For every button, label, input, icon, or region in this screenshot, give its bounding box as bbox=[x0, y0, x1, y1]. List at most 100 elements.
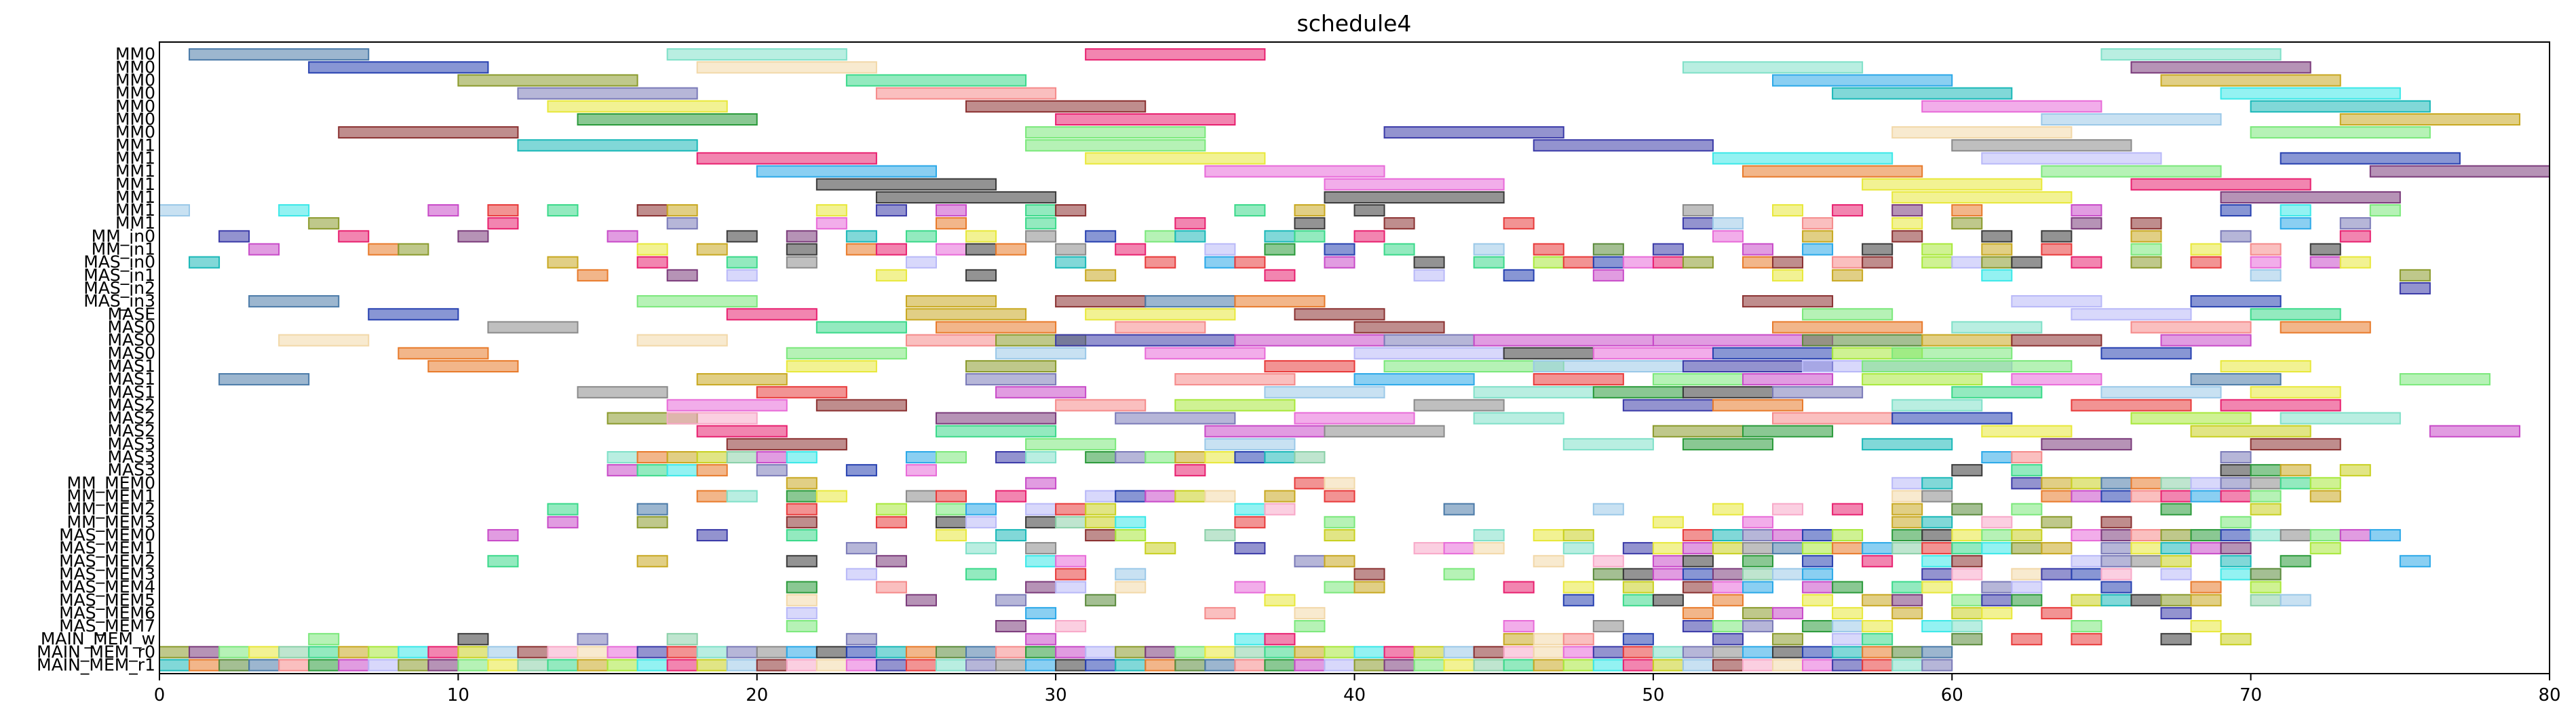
task-bar bbox=[786, 528, 818, 542]
task-bar bbox=[1951, 568, 1983, 581]
task-bar bbox=[2220, 87, 2401, 100]
task-bar bbox=[1772, 412, 1893, 425]
task-bar bbox=[398, 347, 489, 360]
row-label: MM1 bbox=[115, 174, 155, 194]
task-bar bbox=[2309, 542, 2341, 555]
task-bar bbox=[2100, 568, 2132, 581]
task-bar bbox=[457, 633, 489, 646]
task-bar bbox=[1951, 528, 1983, 542]
main-mem-block bbox=[815, 646, 847, 659]
row-label: MM0 bbox=[115, 57, 155, 77]
task-bar bbox=[1891, 412, 2013, 425]
task-bar bbox=[1473, 386, 1594, 399]
task-bar bbox=[1802, 581, 1834, 594]
task-bar bbox=[2041, 477, 2073, 490]
main-mem-block bbox=[427, 659, 459, 672]
task-bar bbox=[1622, 542, 1654, 555]
task-bar bbox=[1055, 516, 1087, 528]
main-mem-block bbox=[427, 646, 459, 659]
main-mem-block bbox=[1264, 646, 1296, 659]
row-label: MM0 bbox=[115, 44, 155, 64]
task-bar bbox=[1533, 373, 1624, 386]
task-bar bbox=[1353, 581, 1385, 594]
main-mem-block bbox=[1772, 646, 1804, 659]
main-mem-block bbox=[159, 646, 191, 659]
task-bar bbox=[1622, 594, 1654, 606]
task-bar bbox=[1802, 308, 1893, 321]
task-bar bbox=[1891, 230, 1923, 243]
task-bar bbox=[1921, 620, 1953, 633]
main-mem-block bbox=[1652, 646, 1684, 659]
task-bar bbox=[1891, 516, 1923, 528]
task-bar bbox=[607, 451, 638, 464]
task-bar bbox=[1592, 347, 1714, 360]
task-bar bbox=[1055, 334, 1236, 347]
task-bar bbox=[368, 308, 459, 321]
task-bar bbox=[1204, 451, 1236, 464]
task-bar bbox=[965, 360, 1057, 372]
main-mem-block bbox=[696, 659, 728, 672]
main-mem-block bbox=[815, 659, 847, 672]
task-bar bbox=[2280, 464, 2311, 477]
task-bar bbox=[666, 48, 847, 61]
task-bar bbox=[2011, 464, 2043, 477]
task-bar bbox=[2160, 633, 2192, 646]
task-bar bbox=[1264, 503, 1296, 516]
task-bar bbox=[2220, 399, 2341, 412]
task-bar bbox=[2250, 126, 2431, 139]
task-bar bbox=[1652, 243, 1684, 256]
task-bar bbox=[726, 451, 758, 464]
task-bar bbox=[2190, 477, 2222, 490]
task-bar bbox=[1324, 425, 1445, 438]
task-bar bbox=[2041, 165, 2222, 178]
main-mem-block bbox=[1682, 659, 1714, 672]
task-bar bbox=[1742, 581, 1774, 594]
task-bar bbox=[2190, 542, 2222, 555]
task-bar bbox=[696, 464, 728, 477]
task-bar bbox=[2071, 528, 2102, 542]
task-bar bbox=[2160, 594, 2192, 606]
task-bar bbox=[2190, 295, 2282, 308]
task-bar bbox=[905, 490, 937, 503]
task-bar bbox=[547, 100, 728, 113]
task-bar bbox=[1712, 217, 1744, 230]
task-bar bbox=[786, 516, 818, 528]
task-bar bbox=[1473, 334, 1654, 347]
task-bar bbox=[1085, 230, 1117, 243]
task-bar bbox=[1742, 373, 1834, 386]
task-bar bbox=[965, 269, 997, 282]
main-mem-block bbox=[308, 659, 340, 672]
row-label: MAS_MEM7 bbox=[59, 616, 155, 636]
main-mem-block bbox=[1025, 659, 1057, 672]
main-mem-block bbox=[845, 659, 877, 672]
task-bar bbox=[1383, 217, 1415, 230]
main-mem-block bbox=[1652, 659, 1684, 672]
task-bar bbox=[905, 295, 997, 308]
plot-frame bbox=[159, 41, 2550, 674]
task-bar bbox=[2220, 230, 2252, 243]
task-bar bbox=[1981, 152, 2162, 165]
task-bar bbox=[1324, 243, 1356, 256]
task-bar bbox=[427, 360, 519, 372]
task-bar bbox=[1772, 568, 1804, 581]
task-bar bbox=[1682, 581, 1714, 594]
main-mem-block bbox=[1085, 646, 1117, 659]
task-bar bbox=[2130, 528, 2162, 542]
x-tick-label: 20 bbox=[746, 685, 768, 706]
task-bar bbox=[1294, 308, 1385, 321]
task-bar bbox=[1832, 606, 1864, 619]
x-tick-label: 50 bbox=[1642, 685, 1664, 706]
task-bar bbox=[2071, 633, 2102, 646]
task-bar bbox=[2160, 477, 2192, 490]
task-bar bbox=[696, 373, 788, 386]
task-bar bbox=[1055, 555, 1087, 568]
main-mem-block bbox=[517, 659, 549, 672]
task-bar bbox=[2011, 528, 2043, 542]
main-mem-block bbox=[1324, 646, 1356, 659]
task-bar bbox=[786, 243, 818, 256]
task-bar bbox=[845, 74, 1027, 87]
task-bar bbox=[1443, 542, 1475, 555]
task-bar bbox=[1862, 373, 1983, 386]
task-bar bbox=[786, 581, 818, 594]
